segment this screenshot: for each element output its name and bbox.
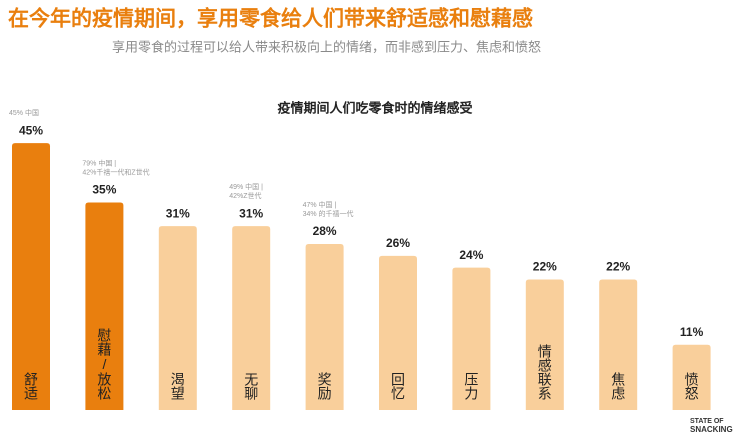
value-label: 35% bbox=[92, 183, 116, 197]
bar bbox=[379, 255, 417, 410]
annotation: 47% 中国 | bbox=[303, 200, 337, 209]
annotation: 42%千禧一代和Z世代 bbox=[82, 167, 149, 176]
value-label: 45% bbox=[19, 123, 43, 137]
value-label: 26% bbox=[386, 236, 410, 250]
value-label: 31% bbox=[239, 206, 263, 220]
title: 在今年的疫情期间，享用零食给人们带来舒适感和慰藉感 bbox=[8, 7, 533, 31]
value-label: 24% bbox=[459, 248, 483, 262]
category-label: 渴望 bbox=[170, 372, 186, 400]
logo: SNACKING bbox=[690, 425, 733, 434]
bar bbox=[158, 226, 197, 410]
category-label: 奖励 bbox=[317, 371, 333, 401]
subtitle: 享用零食的过程可以给人带来积极向上的情绪，而非感到压力、焦虑和愤怒 bbox=[112, 39, 541, 54]
value-label: 28% bbox=[313, 224, 337, 238]
annotation: 49% 中国 | bbox=[229, 182, 263, 191]
annotation: 42%Z世代 bbox=[229, 191, 261, 200]
bar bbox=[599, 279, 638, 410]
bar bbox=[452, 267, 491, 410]
category-label: 慰藉/放松 bbox=[96, 327, 112, 400]
annotation: 34% 的千禧一代 bbox=[303, 209, 354, 218]
category-label: 压力 bbox=[463, 372, 479, 401]
bar bbox=[12, 143, 50, 410]
bar bbox=[85, 202, 124, 410]
category-label: 回忆 bbox=[390, 372, 406, 400]
category-label: 愤怒 bbox=[684, 372, 700, 400]
category-label: 情感联系 bbox=[537, 344, 553, 400]
category-label: 无聊 bbox=[243, 372, 259, 400]
bar bbox=[672, 344, 711, 410]
value-label: 22% bbox=[533, 260, 557, 274]
bar bbox=[525, 279, 564, 410]
category-label: 焦虑 bbox=[610, 372, 626, 400]
chart-title: 疫情期间人们吃零食时的情绪感受 bbox=[277, 100, 472, 115]
value-label: 11% bbox=[680, 325, 704, 339]
value-label: 22% bbox=[606, 260, 630, 274]
bar bbox=[232, 226, 271, 410]
logo: STATE OF bbox=[690, 418, 724, 425]
bar bbox=[305, 243, 344, 410]
category-label: 舒适 bbox=[23, 372, 39, 400]
annotation: 45% 中国 bbox=[9, 108, 39, 117]
value-label: 31% bbox=[166, 206, 190, 220]
annotation: 79% 中国 | bbox=[82, 158, 116, 167]
